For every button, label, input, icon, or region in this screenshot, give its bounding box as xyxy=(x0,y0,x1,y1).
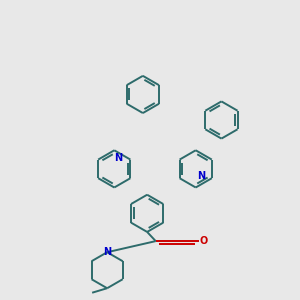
Text: N: N xyxy=(103,247,111,257)
Text: N: N xyxy=(197,171,206,181)
Text: N: N xyxy=(115,153,123,163)
Text: O: O xyxy=(200,236,208,246)
